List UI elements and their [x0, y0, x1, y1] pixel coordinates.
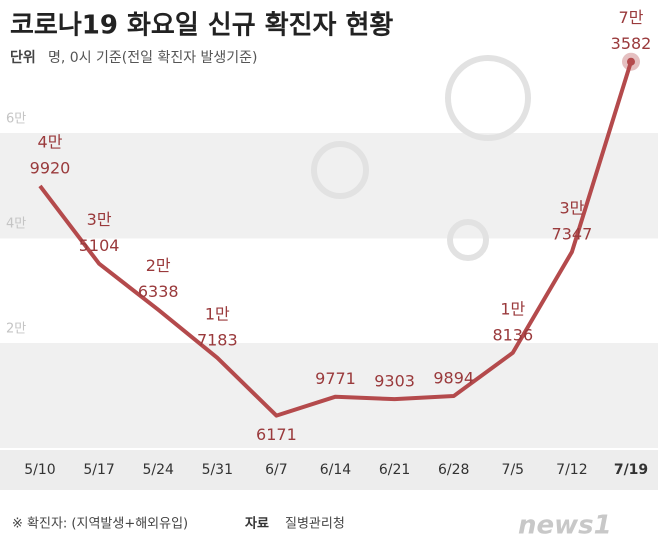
line: [38, 61, 633, 418]
x-tick-label: 6/14: [320, 462, 352, 478]
unit-label: 단위: [10, 49, 36, 66]
virus-decoration: [311, 55, 531, 261]
source: 질병관리청: [285, 517, 345, 532]
bands: [0, 133, 658, 448]
note: ※ 확진자: (지역발생+해외유입): [12, 517, 188, 532]
data-label: 8136: [492, 325, 533, 344]
data-label: 9894: [433, 369, 474, 388]
grid-band: [0, 133, 658, 238]
y-tick-label: 6만: [6, 112, 26, 127]
data-label: 3만: [87, 210, 112, 229]
data-label: 1만: [500, 299, 525, 318]
x-axis-band: [0, 450, 658, 490]
logo: news1: [518, 511, 612, 541]
data-label: 6171: [256, 425, 297, 444]
x-tick-label: 5/10: [24, 462, 55, 478]
data-label: 5104: [79, 236, 120, 255]
data-label: 3만: [559, 198, 584, 217]
data-label: 2만: [146, 256, 171, 275]
data-label: 7183: [197, 330, 238, 349]
x-tick-label: 6/28: [438, 462, 469, 478]
chart-title: 코로나19 화요일 신규 확진자 현황: [10, 11, 393, 41]
x-tick-label: 5/31: [202, 462, 233, 478]
x-tick-label: 7/5: [502, 462, 525, 478]
data-label: 9303: [374, 372, 415, 391]
grid-band: [0, 343, 658, 448]
data-label: 7만: [619, 8, 644, 27]
data-label: 9771: [315, 369, 356, 388]
x-tick-label: 5/17: [83, 462, 114, 478]
x-tick-label: 7/12: [556, 462, 587, 478]
x-tick-label: 6/21: [379, 462, 410, 478]
y-tick-label: 4만: [6, 217, 26, 232]
data-label: 9920: [30, 158, 71, 177]
x-tick-label: 6/7: [265, 462, 288, 478]
highlight-point: [627, 57, 635, 66]
data-label: 1만: [205, 304, 230, 323]
source-label: 자료: [245, 517, 269, 532]
data-label: 6338: [138, 282, 179, 301]
y-tick-label: 2만: [6, 322, 26, 337]
x-tick-label: 5/24: [142, 462, 174, 478]
data-label: 3582: [611, 34, 652, 53]
data-label: 4만: [38, 132, 63, 151]
data-label: 7347: [552, 224, 593, 243]
unit: 명, 0시 기준(전일 확진자 발생기준): [48, 50, 258, 66]
x-tick-label: 7/19: [614, 462, 648, 478]
